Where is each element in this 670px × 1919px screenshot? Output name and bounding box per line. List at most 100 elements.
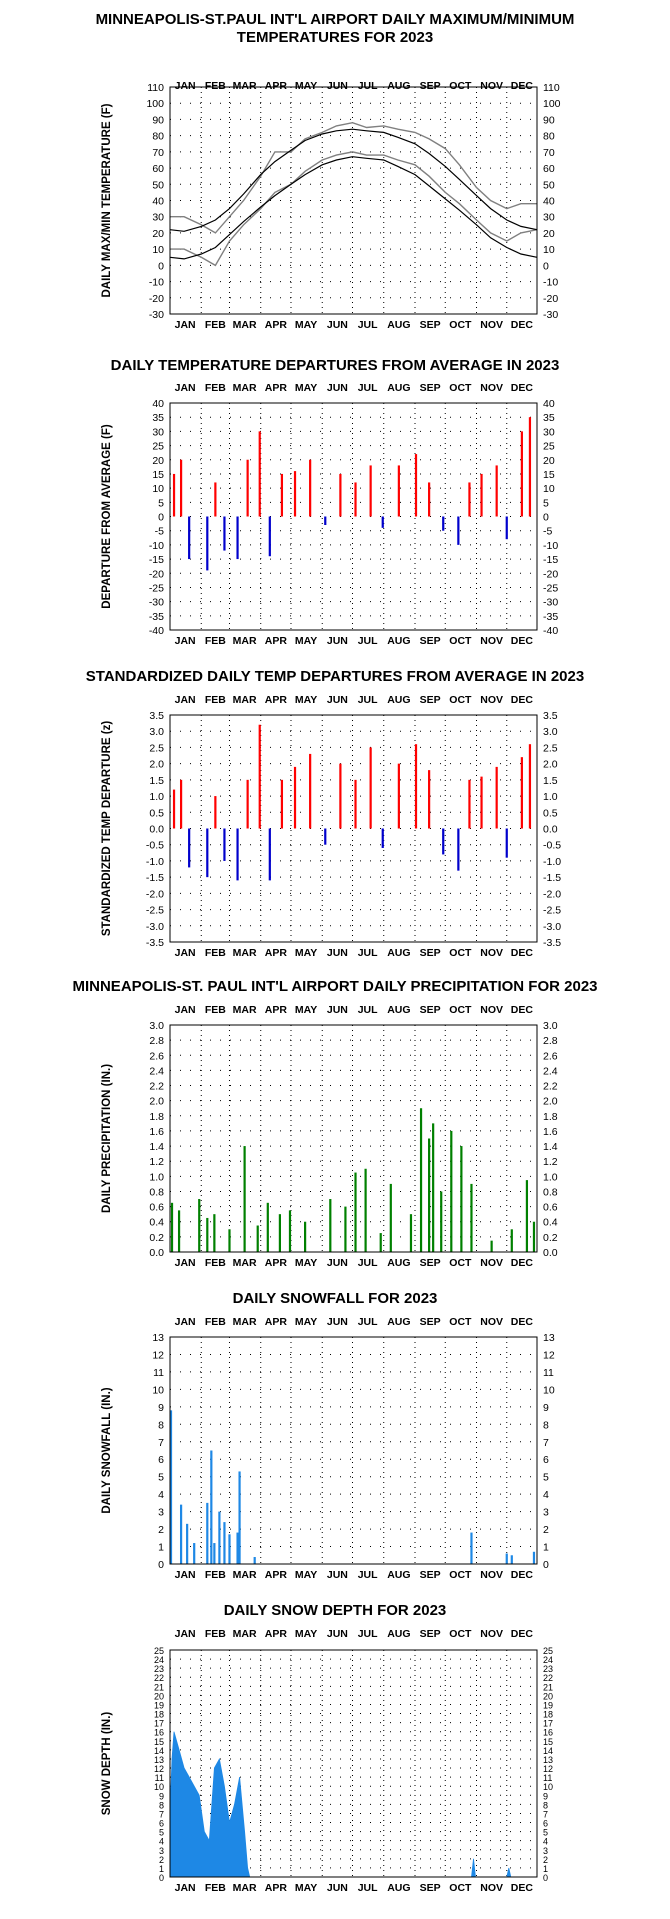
y-tick-label-left: 60	[152, 163, 164, 175]
month-label-top: MAR	[233, 1004, 257, 1016]
month-label-bottom: NOV	[480, 947, 503, 959]
bar-mark	[304, 1221, 307, 1252]
month-label-top: FEB	[205, 694, 226, 706]
month-label-bottom: OCT	[449, 1257, 472, 1269]
y-tick-label-right: 10	[543, 483, 555, 495]
bar-mark	[206, 1502, 209, 1564]
bar-mark	[389, 1183, 392, 1252]
y-tick-label-right: 110	[543, 82, 560, 94]
y-tick-label-left: -40	[149, 625, 164, 637]
bar-mark	[172, 789, 176, 829]
bar-mark	[236, 516, 239, 560]
y-tick-label-left: 35	[152, 412, 164, 424]
bar-mark	[428, 482, 431, 517]
y-tick-label-left: 2.4	[149, 1065, 164, 1077]
y-tick-label-left: 19	[154, 1700, 164, 1710]
y-tick-label-right: 3	[543, 1846, 548, 1856]
month-label-top: JUN	[327, 1628, 348, 1640]
y-axis-title: DAILY SNOWFALL (IN.)	[101, 1387, 113, 1513]
month-label-bottom: FEB	[205, 1882, 226, 1894]
bar-mark	[188, 828, 191, 868]
chart-title: DAILY SNOW DEPTH FOR 2023	[224, 1602, 447, 1619]
y-tick-label-left: 2.2	[149, 1081, 164, 1093]
bar-mark	[369, 747, 372, 829]
y-tick-label-right: 10	[543, 1384, 555, 1396]
y-tick-label-left: 2.0	[149, 1096, 164, 1108]
y-tick-label-right: 16	[543, 1728, 553, 1738]
month-label-bottom: MAY	[295, 947, 317, 959]
bar-mark	[505, 1553, 508, 1564]
y-tick-label-left: 1	[158, 1542, 164, 1554]
bar-mark	[177, 1210, 181, 1252]
bar-mark	[397, 763, 400, 829]
bar-mark	[179, 779, 183, 829]
bar-mark	[339, 473, 342, 517]
month-label-top: AUG	[387, 1316, 410, 1328]
bar-mark	[414, 454, 418, 517]
bar-mark	[428, 1138, 431, 1252]
month-label-top: MAY	[295, 694, 317, 706]
bar-mark	[228, 1229, 231, 1252]
month-label-top: APR	[265, 694, 288, 706]
month-label-bottom: JAN	[175, 947, 196, 959]
chart-temps: MINNEAPOLIS-ST.PAUL INT'L AIRPORT DAILY …	[96, 11, 575, 331]
bar-mark	[532, 1221, 536, 1252]
y-tick-label-right: 70	[543, 147, 555, 159]
y-tick-label-left: 25	[154, 1646, 164, 1656]
month-label-bottom: MAY	[295, 1882, 317, 1894]
y-tick-label-right: 1.2	[543, 1156, 558, 1168]
month-label-bottom: NOV	[480, 1257, 503, 1269]
y-tick-label-right: 50	[543, 179, 555, 191]
y-tick-label-left: -2.5	[146, 905, 164, 917]
plot-frame	[169, 1024, 538, 1253]
bar-mark	[379, 1233, 382, 1252]
y-tick-label-left: 20	[154, 1691, 164, 1701]
series-line-normal-low	[169, 156, 538, 260]
month-label-top: APR	[265, 382, 288, 394]
month-label-top: NOV	[480, 80, 503, 92]
month-label-bottom: JUN	[327, 319, 348, 331]
bar-mark	[468, 779, 471, 829]
y-tick-label-left: -15	[149, 554, 164, 566]
y-tick-label-right: 0.4	[543, 1217, 558, 1229]
month-label-bottom: AUG	[387, 1257, 410, 1269]
bar-mark	[440, 1191, 443, 1252]
month-label-top: JUN	[327, 382, 348, 394]
month-label-bottom: APR	[265, 635, 288, 647]
month-label-top: OCT	[449, 1004, 472, 1016]
month-label-top: JUL	[358, 1628, 378, 1640]
y-tick-label-right: 21	[543, 1682, 553, 1692]
y-tick-label-right: -1.0	[543, 856, 561, 868]
y-axis-title: DAILY PRECIPITATION (IN.)	[101, 1064, 113, 1213]
bar-mark	[510, 1229, 513, 1252]
bar-mark	[339, 763, 342, 829]
y-tick-label-left: -20	[149, 568, 164, 580]
month-label-top: MAR	[233, 80, 257, 92]
month-label-bottom: DEC	[511, 1257, 534, 1269]
bar-mark	[457, 828, 460, 871]
bar-mark	[525, 1180, 529, 1252]
y-tick-label-left: 4	[159, 1837, 164, 1847]
month-label-bottom: MAR	[233, 947, 257, 959]
month-label-top: DEC	[511, 1316, 534, 1328]
bar-mark	[214, 482, 217, 517]
month-label-bottom: SEP	[420, 1569, 441, 1581]
month-label-top: AUG	[387, 1004, 410, 1016]
month-label-top: OCT	[449, 694, 472, 706]
y-tick-label-right: 80	[543, 131, 555, 143]
month-label-top: MAR	[233, 1316, 257, 1328]
y-tick-label-left: -5	[155, 526, 164, 538]
y-tick-label-left: -10	[149, 277, 164, 289]
month-label-bottom: AUG	[387, 1569, 410, 1581]
series-line-daily-min	[170, 151, 538, 267]
y-tick-label-left: 3	[158, 1507, 164, 1519]
y-tick-label-right: -25	[543, 582, 558, 594]
month-label-bottom: APR	[265, 1257, 288, 1269]
y-tick-label-right: 3.0	[543, 726, 558, 738]
y-tick-label-left: 1.5	[149, 775, 164, 787]
bar-mark	[381, 828, 384, 848]
y-tick-label-right: 3.5	[543, 710, 558, 722]
y-tick-label-right: 13	[543, 1755, 553, 1765]
month-label-top: SEP	[420, 1628, 441, 1640]
month-label-bottom: AUG	[387, 635, 410, 647]
